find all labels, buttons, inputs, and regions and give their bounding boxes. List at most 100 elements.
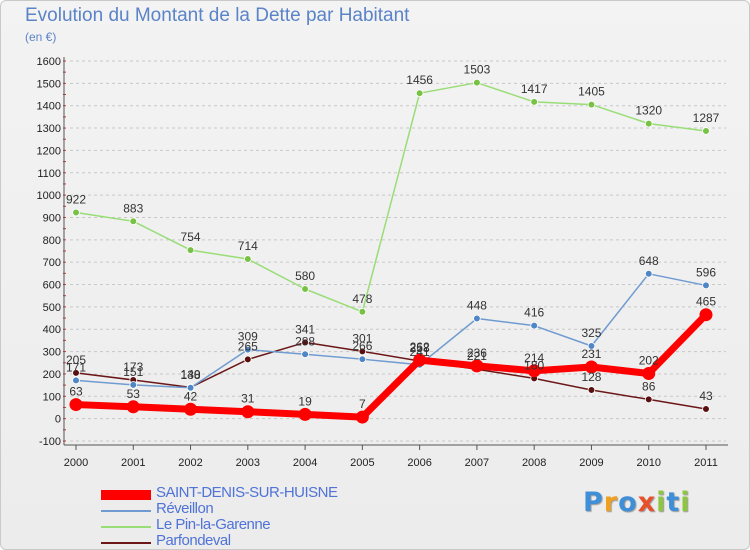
data-point — [301, 350, 309, 359]
logo-letter: i — [680, 487, 691, 518]
y-tick-label: 100 — [43, 391, 61, 403]
data-label: 1417 — [521, 82, 548, 96]
logo-letter: o — [618, 487, 638, 518]
data-point — [642, 366, 656, 380]
data-label: 42 — [184, 389, 198, 403]
grid-lines — [70, 60, 726, 442]
data-label: 754 — [181, 230, 201, 244]
logo-letter: P — [583, 487, 604, 518]
data-label: 241 — [410, 345, 430, 359]
data-point — [72, 369, 80, 377]
data-label: 465 — [696, 295, 716, 309]
data-label: 128 — [581, 370, 601, 384]
x-tick-label: 2005 — [350, 457, 374, 469]
legend-swatch — [101, 542, 151, 544]
data-label: 180 — [524, 358, 544, 372]
data-point — [301, 338, 309, 347]
data-point — [530, 321, 538, 330]
data-label: 714 — [238, 239, 258, 253]
data-label: 138 — [181, 368, 201, 382]
data-point — [699, 308, 713, 322]
y-tick-label: 0 — [55, 414, 61, 426]
y-tick-label: 1500 — [37, 78, 61, 90]
data-point — [527, 364, 541, 378]
x-tick-label: 2004 — [293, 457, 317, 469]
data-point — [184, 402, 198, 416]
data-point — [358, 355, 367, 363]
data-label: 171 — [66, 360, 86, 374]
legend-label: Réveillon — [156, 500, 214, 517]
y-tick-label: 1100 — [37, 168, 61, 180]
y-tick-label: 1600 — [37, 56, 61, 68]
logo-letter: r — [603, 487, 619, 518]
legend-swatch — [101, 526, 151, 528]
data-label: 262 — [410, 340, 430, 354]
data-point — [584, 360, 598, 374]
data-point — [415, 89, 424, 97]
x-tick-label: 2001 — [121, 457, 145, 469]
data-point — [702, 405, 710, 413]
y-tick-label: 700 — [43, 257, 61, 269]
x-tick-label: 2003 — [236, 457, 260, 469]
data-label: 86 — [642, 379, 656, 393]
data-label: 341 — [295, 322, 315, 336]
data-label: 205 — [66, 353, 86, 367]
series-line-parfondeval — [75, 341, 707, 410]
data-label: 922 — [66, 193, 86, 207]
data-point — [644, 269, 653, 278]
data-label: 53 — [127, 387, 141, 401]
data-point — [473, 314, 481, 323]
data-label: 309 — [238, 330, 258, 344]
legend-label: Le Pin-la-Garenne — [156, 516, 271, 533]
series-line-r-veillon — [75, 273, 707, 389]
series-line-le-pin-la-garenne — [75, 81, 707, 313]
data-label: 416 — [524, 306, 544, 320]
data-point — [587, 386, 596, 394]
data-label: 31 — [241, 392, 255, 406]
y-tick-label: -100 — [39, 436, 61, 448]
data-label: 236 — [467, 346, 487, 360]
data-label: 478 — [352, 292, 372, 306]
legend-label: SAINT-DENIS-SUR-HUISNE — [156, 484, 338, 501]
y-tick-label: 300 — [43, 347, 61, 359]
data-point — [702, 281, 710, 290]
data-label: 43 — [699, 389, 713, 403]
data-label: 221 — [467, 349, 487, 363]
data-label: 883 — [123, 201, 143, 215]
data-label: 288 — [295, 334, 315, 348]
unit-label: (en €) — [25, 30, 57, 44]
data-label: 258 — [410, 341, 430, 355]
data-label: 648 — [639, 254, 659, 268]
y-tick-label: 900 — [43, 212, 61, 224]
y-tick-label: 400 — [43, 324, 61, 336]
data-point — [587, 342, 596, 350]
data-point — [470, 359, 484, 373]
data-point — [129, 217, 138, 226]
data-point — [186, 246, 195, 254]
data-point — [244, 255, 252, 263]
data-label: 1456 — [406, 73, 433, 87]
data-label: 214 — [524, 351, 544, 365]
y-tick-label: 1400 — [37, 101, 61, 113]
data-point — [587, 100, 596, 109]
data-label: 580 — [295, 269, 315, 283]
data-point — [644, 395, 653, 404]
data-label: 266 — [352, 339, 372, 353]
data-label: 231 — [581, 347, 601, 361]
data-point — [358, 347, 367, 356]
data-point — [244, 355, 252, 364]
data-label: 140 — [181, 367, 201, 381]
data-point — [473, 78, 481, 87]
data-label: 596 — [696, 265, 716, 279]
data-label: 151 — [123, 365, 143, 379]
data-point — [702, 127, 710, 135]
y-tick-label: 200 — [43, 369, 61, 381]
data-point — [298, 407, 312, 421]
data-label: 325 — [581, 326, 601, 340]
legend-label: Parfondeval — [156, 532, 231, 549]
x-tick-label: 2011 — [694, 457, 718, 469]
series-layer — [69, 78, 713, 424]
legend-swatch — [101, 490, 151, 500]
